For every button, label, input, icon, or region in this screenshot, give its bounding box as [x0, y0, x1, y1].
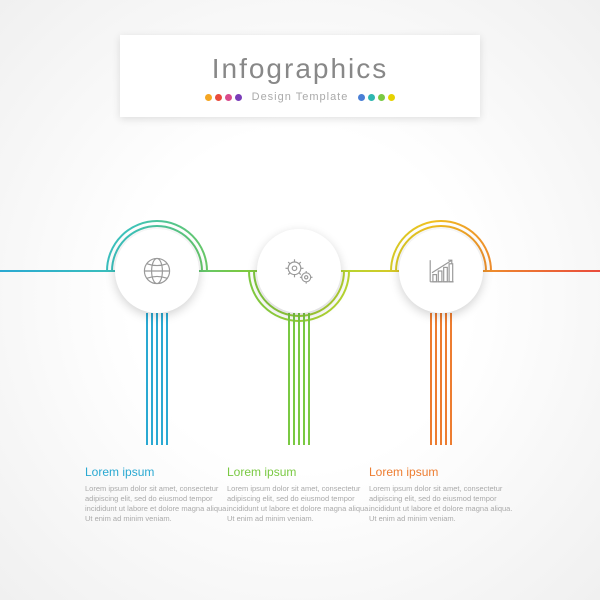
text-block-1: Lorem ipsum Lorem ipsum dolor sit amet, …: [85, 465, 230, 525]
subtitle-row: Design Template: [140, 91, 460, 103]
flow-graphic: [0, 175, 600, 395]
header-card: Infographics Design Template: [120, 35, 480, 117]
accent-dot: [368, 94, 375, 101]
accent-dot: [205, 94, 212, 101]
dot-line-left: [205, 94, 242, 101]
node-chart: [399, 229, 483, 313]
block-3-title: Lorem ipsum: [369, 465, 514, 479]
dot-line-right: [358, 94, 395, 101]
chart-icon: [423, 253, 459, 289]
globe-icon: [139, 253, 175, 289]
page-title: Infographics: [140, 53, 460, 85]
accent-dot: [215, 94, 222, 101]
block-2-title: Lorem ipsum: [227, 465, 372, 479]
text-block-3: Lorem ipsum Lorem ipsum dolor sit amet, …: [369, 465, 514, 525]
block-3-body: Lorem ipsum dolor sit amet, consectetur …: [369, 484, 514, 525]
block-1-body: Lorem ipsum dolor sit amet, consectetur …: [85, 484, 230, 525]
node-globe: [115, 229, 199, 313]
page-subtitle: Design Template: [252, 91, 349, 103]
gears-icon: [281, 253, 317, 289]
accent-dot: [388, 94, 395, 101]
accent-dot: [378, 94, 385, 101]
text-block-2: Lorem ipsum Lorem ipsum dolor sit amet, …: [227, 465, 372, 525]
accent-dot: [225, 94, 232, 101]
node-gears: [257, 229, 341, 313]
block-2-body: Lorem ipsum dolor sit amet, consectetur …: [227, 484, 372, 525]
block-1-title: Lorem ipsum: [85, 465, 230, 479]
accent-dot: [235, 94, 242, 101]
flow-svg: [0, 175, 600, 475]
accent-dot: [358, 94, 365, 101]
